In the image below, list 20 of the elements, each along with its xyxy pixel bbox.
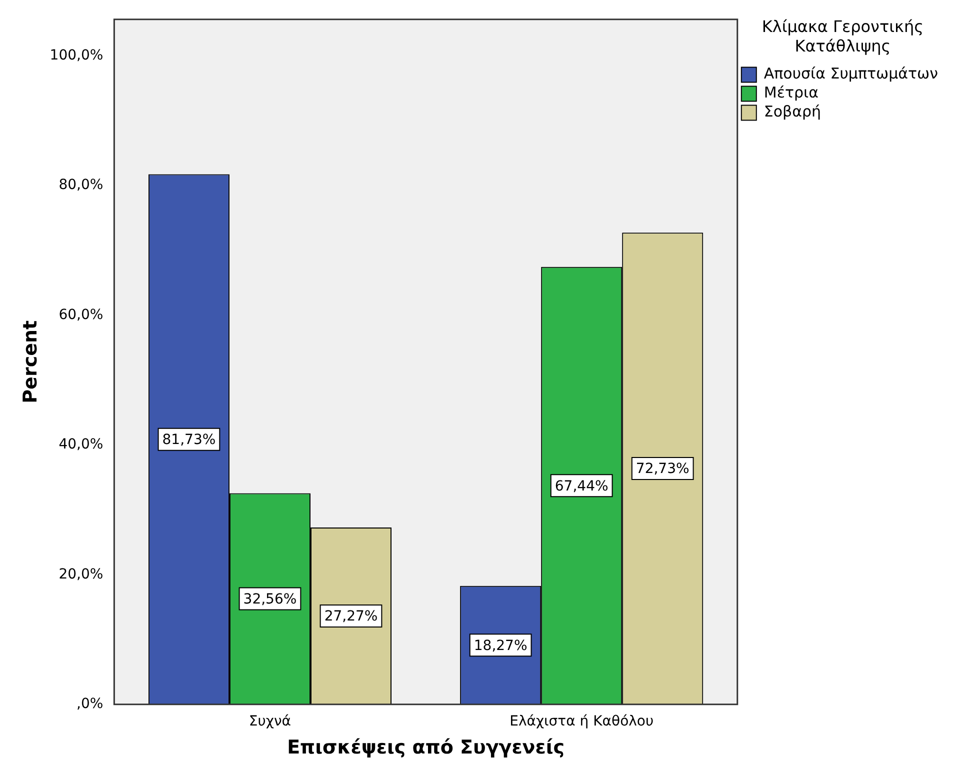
y-tick-label: ,0% xyxy=(76,696,104,712)
y-tick-label: 60,0% xyxy=(58,306,104,323)
data-label: 72,73% xyxy=(636,461,690,478)
data-label: 32,56% xyxy=(243,591,297,608)
legend-label: Μέτρια xyxy=(764,84,819,102)
legend-label: Σοβαρή xyxy=(764,102,822,121)
legend-label: Απουσία Συμπτωμάτων xyxy=(764,64,938,83)
data-label: 67,44% xyxy=(554,478,608,494)
legend-title: Κλίμακα Γεροντικής Κατάθλιψης xyxy=(762,17,924,56)
data-label: 18,27% xyxy=(474,638,528,654)
x-axis-title: Επισκέψεις από Συγγενείς xyxy=(287,736,565,759)
data-label: 27,27% xyxy=(324,608,378,625)
y-axis-title: Percent xyxy=(19,320,42,404)
y-tick-label: 100,0% xyxy=(50,47,104,64)
x-tick-label: Ελάχιστα ή Καθόλου xyxy=(510,713,654,730)
y-tick-label: 80,0% xyxy=(58,177,104,194)
data-label: 81,73% xyxy=(162,432,216,448)
x-tick-label: Συχνά xyxy=(248,713,292,730)
y-tick-label: 20,0% xyxy=(58,566,104,582)
y-tick-label: 40,0% xyxy=(58,436,104,453)
